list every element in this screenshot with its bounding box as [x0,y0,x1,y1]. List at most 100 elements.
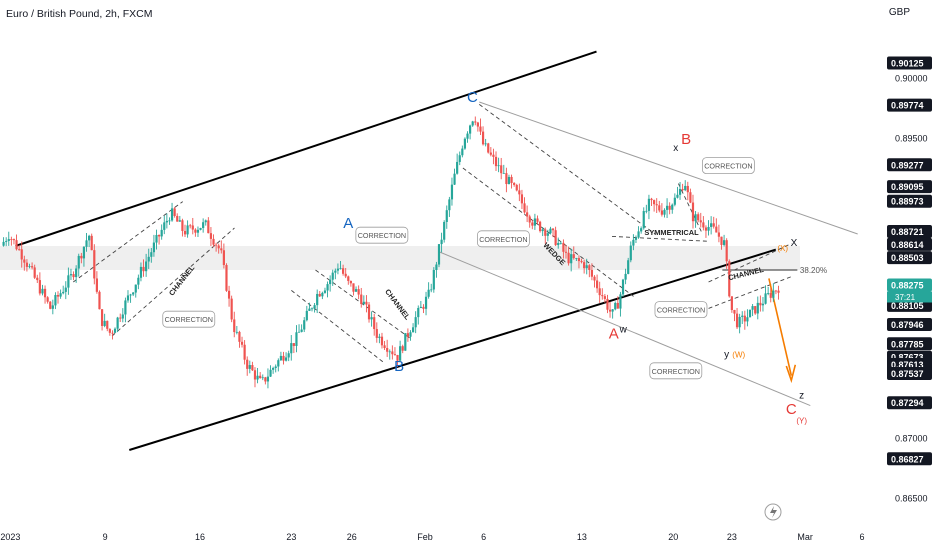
candle [93,250,96,279]
candle [647,198,651,211]
candle [209,233,213,239]
candle [23,259,26,263]
candle [274,366,277,369]
y-tick-box [887,251,932,265]
x-tick-label: 23 [727,532,737,542]
candle [510,176,513,183]
candle [18,249,21,251]
pattern-label: SYMMETRICAL [644,228,699,237]
candle [316,293,319,306]
candle [59,293,62,297]
x-tick-label: 2023 [0,532,20,542]
countdown-label: 37:21 [895,293,916,302]
candle [246,359,249,369]
candle [25,262,29,267]
candle [362,301,365,305]
candle [606,298,609,310]
candle [310,308,314,310]
candle [279,355,283,361]
correction-note: CORRECTION [162,310,216,328]
candle [748,309,752,318]
candle [505,173,508,185]
candle [391,351,394,355]
candle [287,353,290,358]
candle [461,148,464,156]
candle [411,327,415,333]
candle [712,223,715,227]
candle [422,306,425,309]
correction-bubble [654,301,708,319]
candle [116,317,119,329]
candle [367,304,371,320]
candle [590,269,594,277]
candle [710,223,713,227]
candle [432,269,435,290]
candle [15,240,18,250]
candle [595,280,599,289]
candle [588,265,591,270]
candle [640,228,643,232]
correction-bubble [701,157,755,175]
candle [308,308,311,311]
candle [103,320,106,326]
candle [69,274,73,276]
candle [570,254,573,264]
candle [671,204,674,210]
candle [728,261,731,297]
y-tick-label: 0.89277 [891,160,924,170]
candle [191,225,194,230]
candle [82,246,86,259]
candle [435,264,438,270]
candle [323,290,327,293]
candle [272,368,275,370]
x-tick-label: 20 [668,532,678,542]
candle [601,295,604,297]
candle [347,276,350,281]
candle [533,218,536,226]
candle [544,229,547,236]
y-tick-label: 0.87294 [891,398,924,408]
candle [440,239,443,245]
wave-label: (W) [732,351,745,360]
wave-label: y [724,350,729,361]
candle [650,198,653,201]
correction-note: CORRECTION [477,230,530,248]
candle [277,360,280,367]
candle [220,248,223,251]
candle [183,230,187,235]
candle [691,202,695,222]
candle [75,268,78,278]
candle [645,210,648,212]
candle [62,291,65,294]
candle [704,227,708,231]
candle [248,365,251,369]
candle [489,152,492,155]
candle [655,204,658,206]
y-tick-label: 0.89500 [895,134,928,144]
candle [33,267,36,278]
candle [668,205,671,210]
candle [20,249,23,260]
candle [427,289,430,297]
candle [132,292,135,295]
candle [627,260,630,274]
wave-label: X [791,238,798,249]
candle [165,220,168,223]
y-tick-box [887,317,932,331]
channel-2-upper [315,269,413,340]
x-tick-label: 16 [195,532,205,542]
candle [484,143,487,145]
wave-label: B [394,358,404,375]
candle [64,287,67,292]
candle [572,254,575,259]
candle [321,292,324,297]
candle [551,228,555,231]
y-tick-box [887,194,932,208]
candle [541,229,544,232]
candle [30,266,34,268]
candle [476,122,479,127]
candle [292,343,295,346]
candle [699,220,702,223]
